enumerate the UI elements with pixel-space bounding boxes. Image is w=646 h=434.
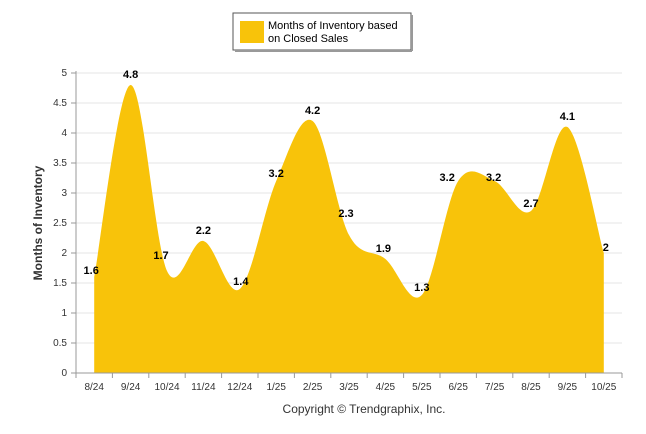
x-tick-label: 9/24 (121, 382, 141, 393)
data-label: 1.4 (233, 276, 249, 288)
data-label: 1.9 (376, 243, 391, 255)
legend: Months of Inventory based on Closed Sale… (232, 12, 413, 52)
data-label: 2 (603, 242, 609, 254)
data-label: 4.1 (560, 111, 575, 123)
x-tick-label: 12/24 (227, 382, 252, 393)
y-tick-label: 2 (61, 248, 67, 259)
data-label: 2.3 (338, 208, 353, 220)
y-tick-label: 1.5 (53, 278, 67, 289)
data-label: 2.2 (196, 225, 211, 237)
x-tick-label: 8/24 (84, 382, 104, 393)
copyright-footer: Copyright © Trendgraphix, Inc. (283, 402, 446, 416)
data-labels: 1.6 4.8 1.7 2.2 1.4 3.2 4.2 2.3 1.9 1.3 3.2 3.2 2.7 4… (84, 69, 609, 296)
data-label: 3.2 (486, 172, 501, 184)
x-tick-label: 6/25 (448, 382, 468, 393)
data-label: 3.2 (440, 172, 455, 184)
data-label: 1.6 (84, 265, 99, 277)
y-tick-label: 4.5 (53, 98, 67, 109)
data-label: 2.7 (523, 198, 538, 210)
data-label: 1.7 (153, 250, 168, 262)
y-axis-ticks: 0 0.5 1 1.5 2 2.5 3 3.5 4 4.5 5 (53, 68, 76, 379)
x-tick-label: 7/25 (485, 382, 505, 393)
y-tick-label: 0.5 (53, 338, 67, 349)
x-tick-label: 10/25 (591, 382, 616, 393)
x-tick-label: 4/25 (376, 382, 396, 393)
x-tick-label: 8/25 (521, 382, 541, 393)
x-tick-label: 1/25 (266, 382, 286, 393)
x-tick-label: 3/25 (339, 382, 359, 393)
x-tick-label: 9/25 (558, 382, 578, 393)
y-tick-label: 3.5 (53, 158, 67, 169)
legend-swatch (240, 21, 264, 43)
data-label: 3.2 (269, 168, 284, 180)
y-tick-label: 0 (61, 368, 67, 379)
legend-label-line-2: on Closed Sales (268, 33, 349, 45)
y-axis-label: Months of Inventory (31, 165, 45, 280)
data-label: 4.8 (123, 69, 138, 81)
y-tick-label: 1 (61, 308, 67, 319)
x-tick-label: 10/24 (154, 382, 179, 393)
data-label: 1.3 (414, 282, 429, 294)
legend-label-line-1: Months of Inventory based (268, 20, 398, 32)
data-label: 4.2 (305, 105, 320, 117)
x-tick-label: 11/24 (191, 382, 216, 393)
x-tick-label: 5/25 (412, 382, 432, 393)
series-area (94, 84, 604, 373)
x-tick-label: 2/25 (303, 382, 323, 393)
y-tick-label: 5 (61, 68, 67, 79)
y-tick-label: 3 (61, 188, 67, 199)
x-axis: 8/24 9/24 10/24 11/24 12/24 1/25 2/25 3/25 4/25 5… (75, 71, 623, 393)
y-tick-label: 4 (61, 128, 67, 139)
y-tick-label: 2.5 (53, 218, 67, 229)
